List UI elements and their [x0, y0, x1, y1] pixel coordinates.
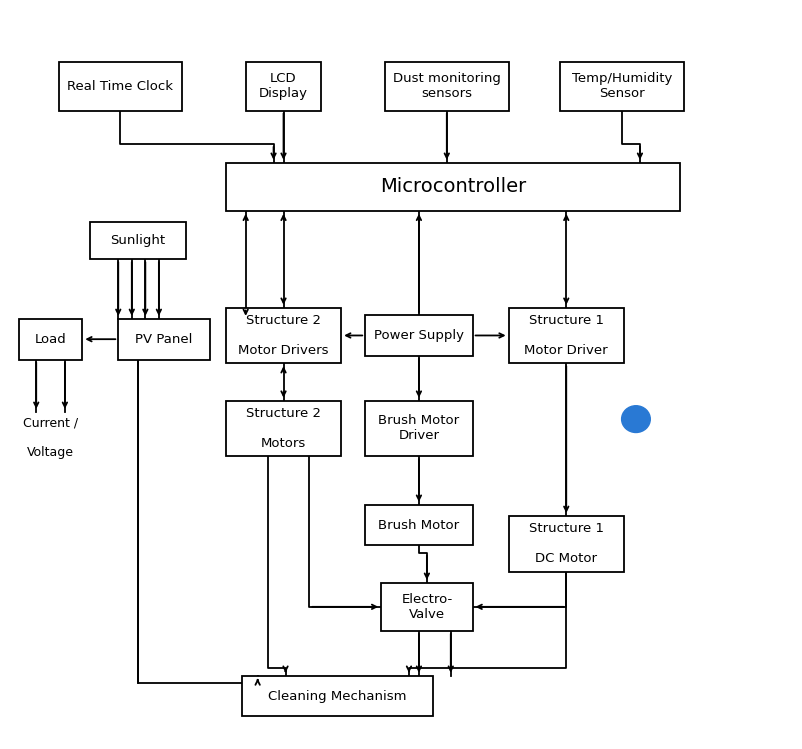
Circle shape — [622, 406, 650, 432]
Text: Sunlight: Sunlight — [111, 234, 166, 247]
Bar — [385, 62, 508, 111]
Bar — [508, 516, 624, 571]
Bar — [226, 163, 680, 211]
Bar — [508, 308, 624, 363]
Text: Structure 2

Motors: Structure 2 Motors — [246, 407, 321, 450]
Text: PV Panel: PV Panel — [136, 333, 192, 346]
Bar — [561, 62, 684, 111]
Text: Temp/Humidity
Sensor: Temp/Humidity Sensor — [572, 73, 672, 100]
Bar — [226, 308, 342, 363]
Text: Load: Load — [34, 333, 67, 346]
Text: Current /: Current / — [23, 416, 78, 429]
Bar — [241, 676, 433, 717]
Text: Structure 1

DC Motor: Structure 1 DC Motor — [529, 522, 604, 565]
Bar — [91, 222, 186, 259]
Text: Dust monitoring
sensors: Dust monitoring sensors — [393, 73, 500, 100]
Bar — [381, 583, 472, 631]
Text: Structure 1

Motor Driver: Structure 1 Motor Driver — [525, 314, 608, 357]
Bar — [118, 319, 210, 360]
Bar — [365, 505, 472, 545]
Bar — [18, 319, 83, 360]
Bar — [245, 62, 322, 111]
Text: Structure 2

Motor Drivers: Structure 2 Motor Drivers — [238, 314, 329, 357]
Text: Microcontroller: Microcontroller — [379, 178, 526, 196]
Text: Power Supply: Power Supply — [374, 329, 464, 342]
Bar — [365, 315, 472, 356]
Text: Real Time Clock: Real Time Clock — [67, 80, 173, 93]
Bar — [226, 401, 342, 456]
Text: Cleaning Mechanism: Cleaning Mechanism — [268, 690, 407, 703]
Bar — [59, 62, 182, 111]
Text: LCD
Display: LCD Display — [259, 73, 308, 100]
Text: Brush Motor: Brush Motor — [379, 518, 460, 532]
Text: Brush Motor
Driver: Brush Motor Driver — [379, 414, 460, 443]
Text: Electro-
Valve: Electro- Valve — [401, 592, 452, 621]
Text: Voltage: Voltage — [27, 446, 74, 459]
Bar — [365, 401, 472, 456]
